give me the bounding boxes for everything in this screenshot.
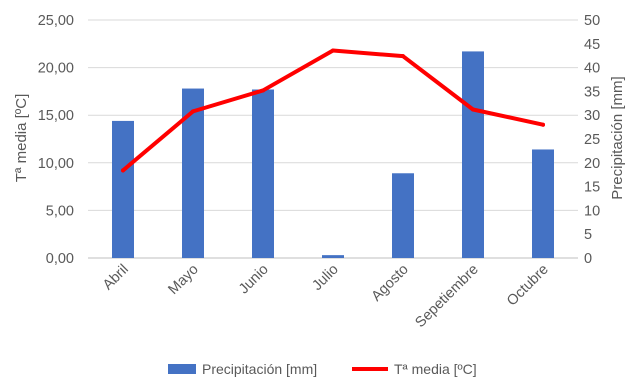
gridlines: [88, 19, 578, 259]
left-tick-label: 5,00: [46, 203, 74, 219]
precipitation-bar: [462, 51, 484, 258]
temperature-line: [121, 48, 545, 173]
category-label: Octubre: [504, 262, 552, 310]
precipitation-bars: [112, 51, 554, 258]
right-tick-label: 15: [584, 180, 600, 196]
right-tick-label: 5: [584, 227, 592, 243]
right-axis-ticks: 0 5 10 15 20 25 30 35 40 45 50: [584, 13, 600, 267]
right-tick-label: 25: [584, 132, 600, 148]
left-tick-label: 10,00: [38, 156, 74, 172]
temperature-point: [401, 54, 405, 59]
category-label: Sepetiembre: [412, 262, 481, 331]
category-label: Junio: [236, 262, 272, 298]
temperature-point: [261, 88, 265, 93]
right-tick-label: 40: [584, 61, 600, 77]
category-label: Abril: [100, 262, 132, 294]
category-label: Mayo: [165, 262, 201, 298]
right-axis-title: Precipitación [mm]: [609, 76, 626, 199]
precipitation-bar: [322, 255, 344, 258]
legend-bar-swatch: [168, 364, 196, 374]
right-tick-label: 50: [584, 13, 600, 29]
legend-line-label: Tª media [ºC]: [394, 361, 477, 377]
right-tick-label: 20: [584, 156, 600, 172]
temperature-point: [541, 122, 545, 127]
precipitation-bar: [532, 149, 554, 258]
left-tick-label: 25,00: [38, 13, 74, 29]
left-tick-label: 0,00: [46, 251, 74, 267]
right-tick-label: 35: [584, 84, 600, 100]
temperature-point: [191, 109, 195, 114]
left-axis-title: Tª media [ºC]: [13, 94, 30, 183]
legend: Precipitación [mm] Tª media [ºC]: [168, 361, 477, 377]
legend-bar-label: Precipitación [mm]: [202, 361, 317, 377]
precipitation-bar: [252, 89, 274, 258]
category-label: Agosto: [369, 262, 412, 305]
precipitation-bar: [392, 173, 414, 258]
right-tick-label: 30: [584, 108, 600, 124]
right-tick-label: 45: [584, 37, 600, 53]
left-tick-label: 15,00: [38, 108, 74, 124]
left-tick-label: 20,00: [38, 61, 74, 77]
category-label: Julio: [309, 262, 341, 294]
right-tick-label: 10: [584, 203, 600, 219]
temperature-point: [331, 48, 335, 53]
temperature-point: [471, 107, 475, 112]
precipitation-bar: [112, 120, 134, 258]
category-labels: Abril Mayo Junio Julio Agosto Sepetiembre Octu…: [100, 262, 552, 331]
temperature-point: [121, 168, 125, 173]
left-axis-ticks: 0,00 5,00 10,00 15,00 20,00 25,00: [38, 13, 74, 267]
precipitation-bar: [182, 88, 204, 258]
right-tick-label: 0: [584, 251, 592, 267]
